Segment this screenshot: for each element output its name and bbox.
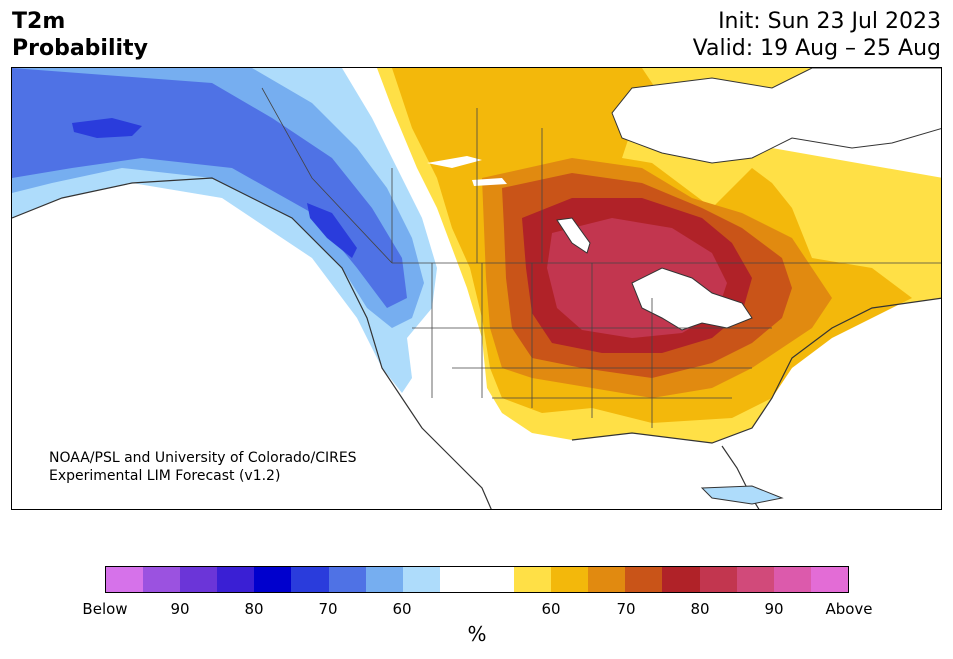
colorbar-tick-below: Below	[82, 600, 128, 618]
colorbar-segment-12	[551, 567, 589, 592]
great-lakes	[631, 267, 753, 331]
title-metric: Probability	[12, 36, 148, 61]
great-slave-lake	[427, 156, 482, 168]
colorbar-tick-below-60: 60	[392, 600, 412, 618]
colorbar-tick-above-70: 70	[616, 600, 636, 618]
colorbar-segment-2	[180, 567, 218, 592]
colorbar-segment-13	[588, 567, 626, 592]
colorbar-segment-10	[476, 567, 515, 592]
init-date: Init: Sun 23 Jul 2023	[718, 9, 941, 34]
coastline-east	[571, 297, 941, 444]
colorbar-segment-8	[402, 567, 440, 592]
colorbar	[105, 566, 849, 593]
colorbar-segment-1	[143, 567, 181, 592]
probability-map	[11, 67, 942, 510]
colorbar-segment-7	[365, 567, 403, 592]
colorbar-segment-17	[736, 567, 774, 592]
colorbar-tick-below-90: 90	[170, 600, 190, 618]
chart-title: T2m Probability	[12, 8, 148, 62]
cuba	[700, 485, 784, 505]
colorbar-segment-6	[328, 567, 366, 592]
florida-coast	[721, 445, 760, 509]
colorbar-unit: %	[467, 622, 487, 646]
lake-winnipeg	[556, 217, 591, 254]
coastline-west	[12, 177, 492, 509]
colorbar-segment-16	[699, 567, 737, 592]
colorbar-segment-14	[625, 567, 663, 592]
colorbar-tick-below-70: 70	[318, 600, 338, 618]
cold-core-1	[72, 118, 142, 138]
colorbar-segment-11	[514, 567, 552, 592]
colorbar-tick-above-60: 60	[541, 600, 561, 618]
credit-line-1: NOAA/PSL and University of Colorado/CIRE…	[49, 450, 357, 466]
hudson-bay	[611, 68, 941, 164]
valid-range: Valid: 19 Aug – 25 Aug	[692, 36, 941, 61]
colorbar-segment-0	[106, 567, 144, 592]
colorbar-segment-19	[810, 567, 848, 592]
colorbar-segment-9	[439, 567, 477, 592]
colorbar-tick-above-80: 80	[690, 600, 710, 618]
colorbar-tick-above: Above	[825, 600, 873, 618]
credit-note: NOAA/PSL and University of Colorado/CIRE…	[49, 449, 357, 485]
colorbar-segment-5	[291, 567, 329, 592]
colorbar-segment-15	[662, 567, 700, 592]
colorbar-segment-3	[217, 567, 255, 592]
colorbar-tick-above-90: 90	[764, 600, 784, 618]
map-graphic	[12, 68, 941, 509]
colorbar-segment-4	[254, 567, 292, 592]
colorbar-segment-18	[773, 567, 811, 592]
lake-athabasca	[472, 178, 507, 186]
gulf-of-mexico	[482, 428, 941, 509]
colorbar-tick-below-80: 80	[244, 600, 264, 618]
credit-line-2: Experimental LIM Forecast (v1.2)	[49, 468, 281, 484]
title-variable: T2m	[12, 9, 66, 34]
cold-core-2	[307, 203, 357, 258]
political-borders	[261, 87, 941, 428]
forecast-dates: Init: Sun 23 Jul 2023 Valid: 19 Aug – 25…	[693, 8, 941, 62]
